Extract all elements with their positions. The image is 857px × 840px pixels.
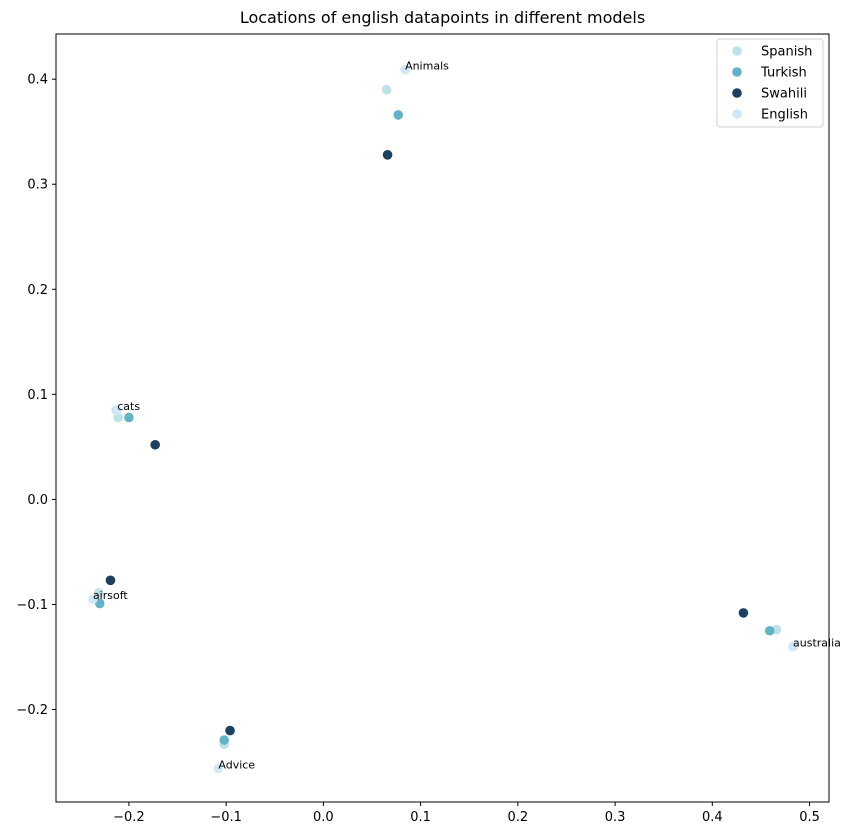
point-english <box>88 594 98 605</box>
legend-label-english: English <box>761 108 808 123</box>
legend-label-turkish: Turkish <box>760 66 807 81</box>
plot-frame <box>55 33 830 803</box>
point-swahili <box>225 725 235 736</box>
y-tick-label: −0.1 <box>16 598 48 613</box>
annotation-label: Animals <box>405 60 449 73</box>
point-turkish <box>764 625 775 636</box>
point-english <box>213 763 224 774</box>
y-tick-label: 0.2 <box>27 283 48 298</box>
y-tick-label: 0.1 <box>27 388 48 403</box>
point-swahili <box>382 150 393 160</box>
x-tick-label: 0.3 <box>605 810 626 825</box>
x-axis-ticks: −0.2 −0.1 0.0 0.1 0.2 0.3 0.4 0.5 <box>113 802 820 825</box>
x-tick-label: 0.1 <box>410 810 431 825</box>
point-english <box>400 64 410 75</box>
chart-title: Locations of english datapoints in diffe… <box>240 8 645 27</box>
legend-marker-spanish <box>732 46 742 56</box>
point-spanish <box>381 84 392 95</box>
x-tick-label: −0.2 <box>113 810 145 825</box>
x-tick-label: 0.2 <box>508 810 529 825</box>
point-spanish <box>93 588 104 598</box>
point-english <box>112 405 123 415</box>
y-axis-ticks: −0.2 −0.1 0.0 0.1 0.2 0.3 0.4 <box>16 73 56 718</box>
y-tick-label: 0.0 <box>27 493 48 508</box>
x-tick-label: 0.4 <box>702 810 723 825</box>
annotation-label: Advice <box>218 758 255 771</box>
point-swahili <box>150 439 160 450</box>
data-points <box>88 64 798 774</box>
y-tick-label: −0.2 <box>16 703 48 718</box>
x-tick-label: −0.1 <box>210 810 242 825</box>
point-swahili <box>105 575 116 586</box>
point-turkish <box>124 412 134 423</box>
point-spanish <box>113 412 124 423</box>
annotation-label: airsoft <box>93 589 128 602</box>
annotation-label: cats <box>117 400 140 413</box>
legend-marker-turkish <box>732 67 742 77</box>
legend-frame <box>716 38 824 128</box>
y-tick-label: 0.3 <box>27 178 48 193</box>
legend-marker-english <box>732 109 742 119</box>
point-english <box>788 641 798 652</box>
x-tick-label: 0.0 <box>313 810 334 825</box>
annotation-label: australia <box>793 637 841 650</box>
point-turkish <box>393 110 404 120</box>
point-swahili <box>738 608 749 618</box>
point-turkish <box>219 735 230 745</box>
legend-label-spanish: Spanish <box>761 45 812 60</box>
y-tick-label: 0.4 <box>27 73 48 88</box>
point-annotations: Animals cats airsoft Advice australia <box>93 60 841 772</box>
legend-marker-swahili <box>732 88 742 98</box>
legend-label-swahili: Swahili <box>761 87 807 102</box>
legend: Spanish Turkish Swahili English <box>716 38 824 128</box>
x-tick-label: 0.5 <box>799 810 820 825</box>
